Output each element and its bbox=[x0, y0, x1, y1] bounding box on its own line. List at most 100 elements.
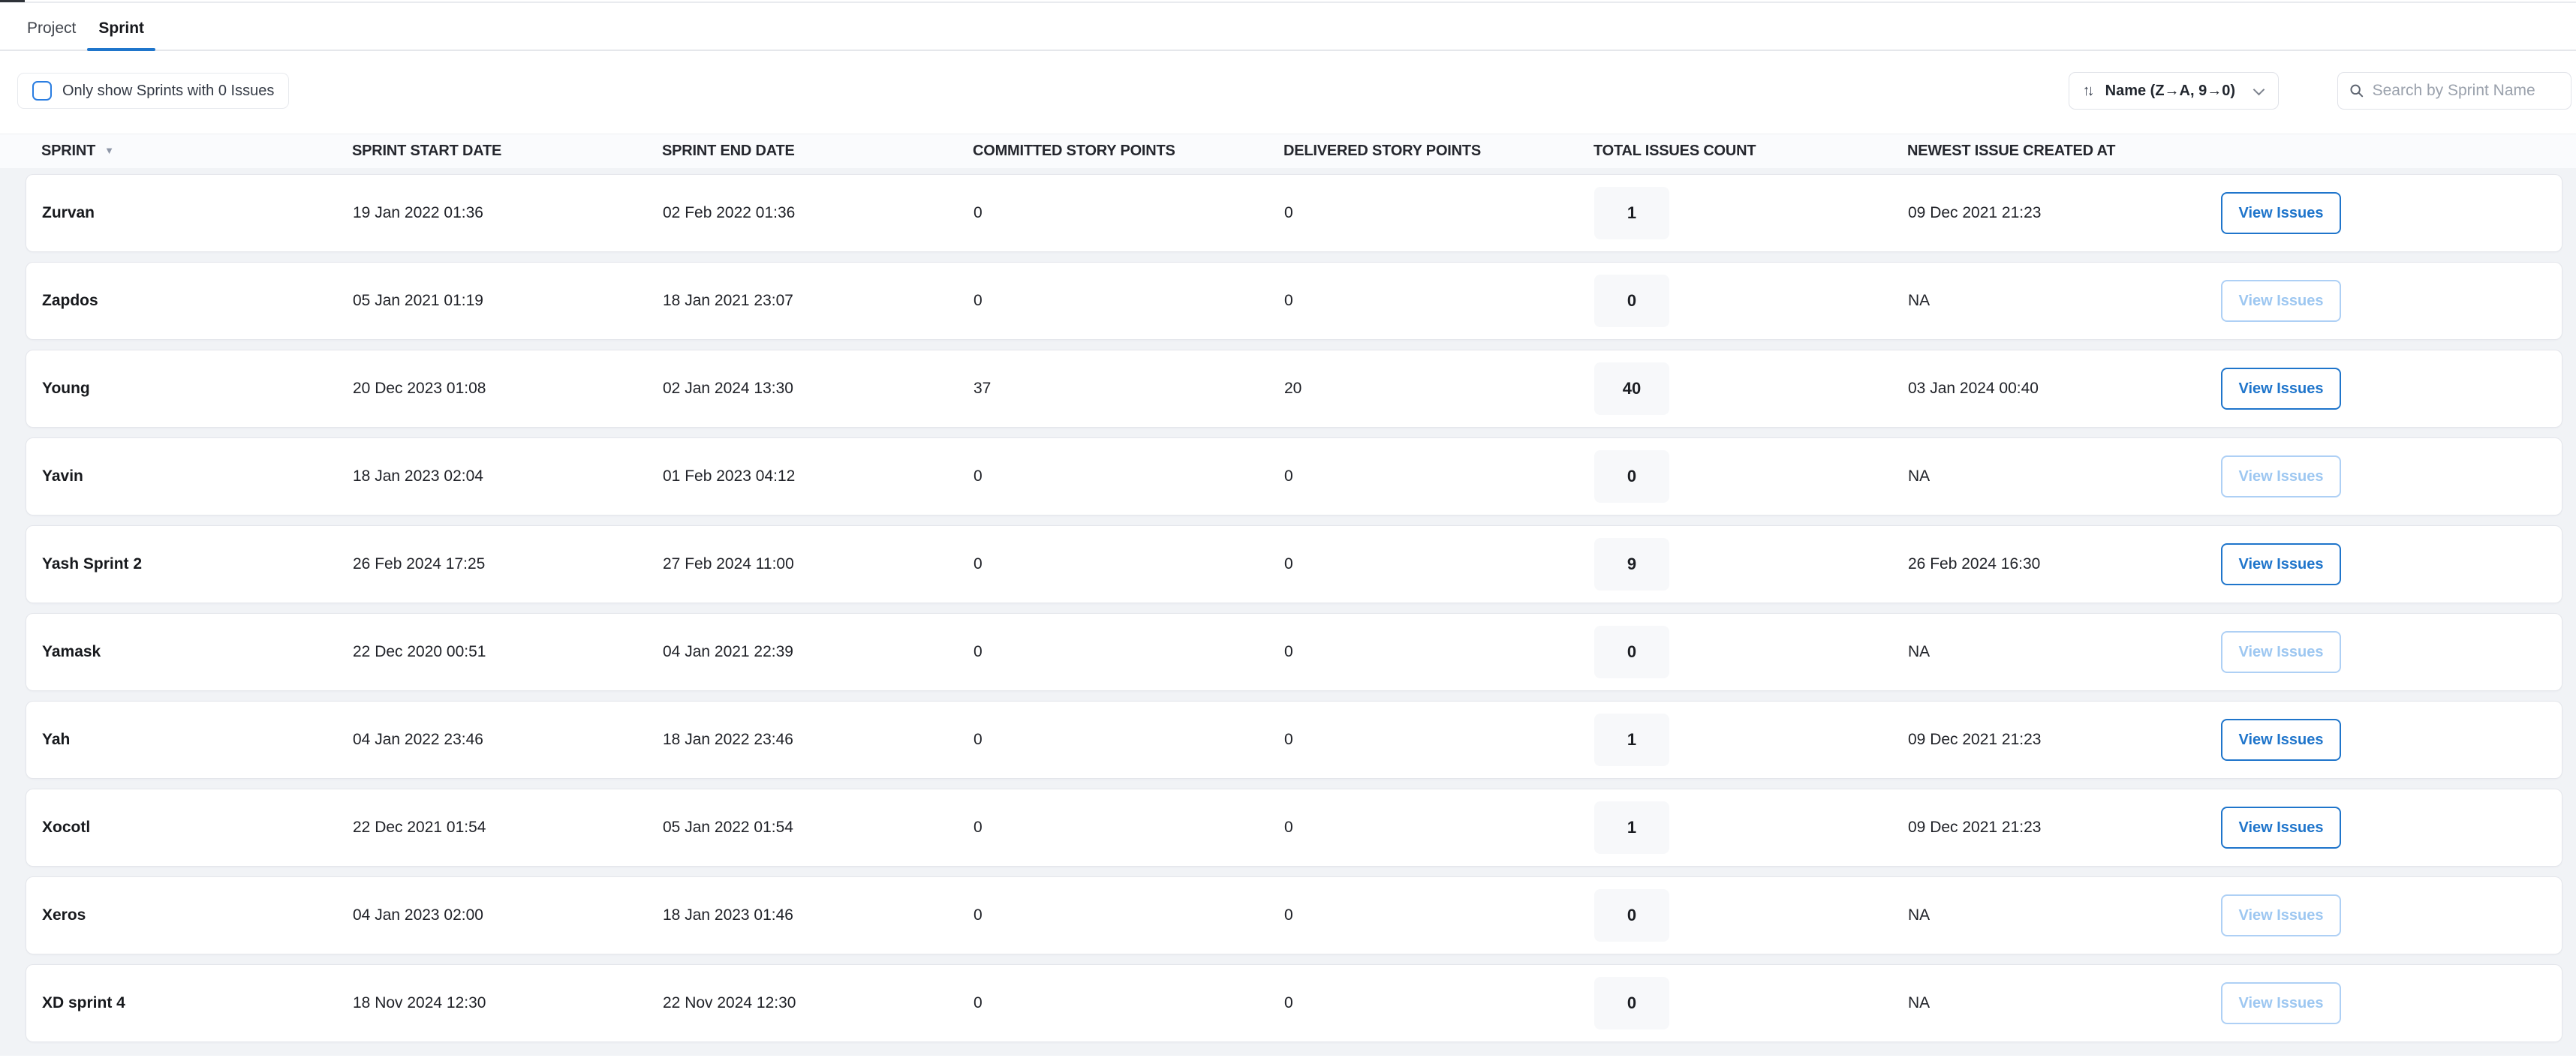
sprint-search bbox=[2337, 72, 2571, 110]
delivered-story-points: 0 bbox=[1284, 819, 1293, 836]
committed-story-points: 0 bbox=[974, 819, 983, 836]
view-issues-button[interactable]: View Issues bbox=[2221, 543, 2341, 585]
actions-cell: View Issues bbox=[2221, 368, 2562, 410]
newest-issue-created-at: NA bbox=[1908, 906, 1930, 924]
table-row: XD sprint 4 18 Nov 2024 12:30 22 Nov 202… bbox=[26, 964, 2562, 1042]
sprint-end-date: 01 Feb 2023 04:12 bbox=[663, 467, 796, 485]
top-left-edge-mark bbox=[0, 0, 25, 2]
view-issues-button[interactable]: View Issues bbox=[2221, 280, 2341, 322]
tab-bar: Project Sprint bbox=[0, 0, 2576, 51]
actions-cell: View Issues bbox=[2221, 719, 2562, 761]
delivered-story-points: 0 bbox=[1284, 906, 1293, 924]
table-row: Yah 04 Jan 2022 23:46 18 Jan 2022 23:46 … bbox=[26, 701, 2562, 779]
sprint-start-date: 26 Feb 2024 17:25 bbox=[353, 555, 486, 573]
sprint-end-date: 18 Jan 2023 01:46 bbox=[663, 906, 793, 924]
newest-issue-created-at: 26 Feb 2024 16:30 bbox=[1908, 555, 2041, 573]
sprint-end-date: 27 Feb 2024 11:00 bbox=[663, 555, 794, 573]
delivered-story-points: 0 bbox=[1284, 204, 1293, 221]
sprint-start-date: 19 Jan 2022 01:36 bbox=[353, 204, 483, 221]
total-issues-badge: 0 bbox=[1594, 450, 1669, 503]
zero-issues-filter[interactable]: Only show Sprints with 0 Issues bbox=[17, 73, 290, 109]
actions-cell: View Issues bbox=[2221, 192, 2562, 234]
sprint-start-date: 20 Dec 2023 01:08 bbox=[353, 380, 486, 397]
table-row: Zurvan 19 Jan 2022 01:36 02 Feb 2022 01:… bbox=[26, 174, 2562, 252]
sprint-end-date: 05 Jan 2022 01:54 bbox=[663, 819, 793, 836]
view-issues-button[interactable]: View Issues bbox=[2221, 368, 2341, 410]
sprint-start-date: 04 Jan 2022 23:46 bbox=[353, 731, 483, 748]
newest-issue-created-at: 03 Jan 2024 00:40 bbox=[1908, 380, 2039, 397]
toolbar-right-controls: ↑↓ Name (Z→A, 9→0) bbox=[2068, 72, 2571, 110]
newest-issue-created-at: 09 Dec 2021 21:23 bbox=[1908, 731, 2042, 748]
delivered-story-points: 0 bbox=[1284, 731, 1293, 748]
committed-story-points: 0 bbox=[974, 204, 983, 221]
newest-issue-created-at: 09 Dec 2021 21:23 bbox=[1908, 819, 2042, 836]
view-issues-button[interactable]: View Issues bbox=[2221, 631, 2341, 673]
table-row: Young 20 Dec 2023 01:08 02 Jan 2024 13:3… bbox=[26, 350, 2562, 428]
committed-story-points: 0 bbox=[974, 731, 983, 748]
actions-cell: View Issues bbox=[2221, 455, 2562, 497]
table-row: Yash Sprint 2 26 Feb 2024 17:25 27 Feb 2… bbox=[26, 525, 2562, 603]
sprint-name: Yamask bbox=[42, 643, 101, 660]
view-issues-button[interactable]: View Issues bbox=[2221, 894, 2341, 936]
total-issues-cell: 0 bbox=[1594, 889, 1908, 942]
committed-story-points: 0 bbox=[974, 906, 983, 924]
committed-story-points: 0 bbox=[974, 994, 983, 1011]
view-issues-button[interactable]: View Issues bbox=[2221, 719, 2341, 761]
total-issues-badge: 1 bbox=[1594, 714, 1669, 766]
sprint-list: Zurvan 19 Jan 2022 01:36 02 Feb 2022 01:… bbox=[0, 168, 2576, 1056]
sprint-name: Xeros bbox=[42, 906, 86, 924]
chevron-down-icon bbox=[2252, 83, 2265, 95]
total-issues-cell: 40 bbox=[1594, 362, 1908, 415]
sprint-name: Yavin bbox=[42, 467, 83, 485]
zero-issues-checkbox[interactable] bbox=[32, 81, 52, 101]
column-header-delivered: DELIVERED STORY POINTS bbox=[1283, 143, 1482, 159]
table-row: Xocotl 22 Dec 2021 01:54 05 Jan 2022 01:… bbox=[26, 789, 2562, 867]
table-row: Yamask 22 Dec 2020 00:51 04 Jan 2021 22:… bbox=[26, 613, 2562, 691]
total-issues-badge: 0 bbox=[1594, 977, 1669, 1029]
sprint-start-date: 22 Dec 2020 00:51 bbox=[353, 643, 486, 660]
total-issues-cell: 0 bbox=[1594, 626, 1908, 678]
search-input[interactable] bbox=[2372, 82, 2559, 100]
table-header: SPRINT ▼ SPRINT START DATE SPRINT END DAT… bbox=[0, 134, 2576, 168]
newest-issue-created-at: NA bbox=[1908, 467, 1930, 485]
sprint-start-date: 05 Jan 2021 01:19 bbox=[353, 292, 483, 309]
total-issues-cell: 0 bbox=[1594, 977, 1908, 1029]
delivered-story-points: 0 bbox=[1284, 994, 1293, 1011]
view-issues-button[interactable]: View Issues bbox=[2221, 455, 2341, 497]
sprint-end-date: 18 Jan 2021 23:07 bbox=[663, 292, 793, 309]
tab-project[interactable]: Project bbox=[27, 20, 77, 37]
toolbar: Only show Sprints with 0 Issues ↑↓ Name … bbox=[0, 51, 2576, 110]
table-row: Xeros 04 Jan 2023 02:00 18 Jan 2023 01:4… bbox=[26, 876, 2562, 954]
total-issues-badge: 0 bbox=[1594, 275, 1669, 327]
table-row: Zapdos 05 Jan 2021 01:19 18 Jan 2021 23:… bbox=[26, 262, 2562, 340]
sprint-start-date: 04 Jan 2023 02:00 bbox=[353, 906, 483, 924]
column-header-newest-issue: NEWEST ISSUE CREATED AT bbox=[1907, 143, 2116, 159]
total-issues-badge: 0 bbox=[1594, 889, 1669, 942]
sprint-name: XD sprint 4 bbox=[42, 994, 125, 1011]
view-issues-button[interactable]: View Issues bbox=[2221, 192, 2341, 234]
committed-story-points: 37 bbox=[974, 380, 992, 397]
committed-story-points: 0 bbox=[974, 555, 983, 573]
newest-issue-created-at: NA bbox=[1908, 292, 1930, 309]
sprint-name: Yash Sprint 2 bbox=[42, 555, 143, 573]
sprint-name: Zapdos bbox=[42, 292, 98, 309]
sort-dropdown[interactable]: ↑↓ Name (Z→A, 9→0) bbox=[2068, 72, 2279, 110]
committed-story-points: 0 bbox=[974, 292, 983, 309]
zero-issues-filter-label: Only show Sprints with 0 Issues bbox=[62, 82, 275, 99]
total-issues-badge: 40 bbox=[1594, 362, 1669, 415]
column-header-sprint[interactable]: SPRINT ▼ bbox=[41, 143, 114, 159]
view-issues-button[interactable]: View Issues bbox=[2221, 807, 2341, 849]
total-issues-cell: 0 bbox=[1594, 275, 1908, 327]
committed-story-points: 0 bbox=[974, 467, 983, 485]
newest-issue-created-at: NA bbox=[1908, 994, 1930, 1011]
view-issues-button[interactable]: View Issues bbox=[2221, 982, 2341, 1024]
sprint-start-date: 18 Nov 2024 12:30 bbox=[353, 994, 486, 1011]
tab-sprint[interactable]: Sprint bbox=[87, 20, 155, 51]
top-divider bbox=[0, 2, 2576, 3]
actions-cell: View Issues bbox=[2221, 543, 2562, 585]
delivered-story-points: 0 bbox=[1284, 292, 1293, 309]
column-header-start-date: SPRINT START DATE bbox=[352, 143, 502, 159]
total-issues-cell: 0 bbox=[1594, 450, 1908, 503]
newest-issue-created-at: NA bbox=[1908, 643, 1930, 660]
delivered-story-points: 0 bbox=[1284, 643, 1293, 660]
